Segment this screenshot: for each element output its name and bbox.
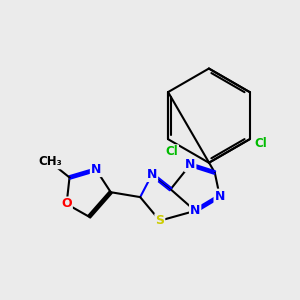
Text: N: N — [214, 190, 225, 202]
Text: Cl: Cl — [254, 136, 267, 150]
Text: Cl: Cl — [165, 146, 178, 158]
Text: N: N — [147, 168, 157, 181]
Text: O: O — [61, 197, 72, 211]
Text: CH₃: CH₃ — [38, 155, 62, 168]
Text: Cl: Cl — [254, 136, 267, 150]
Text: Cl: Cl — [165, 146, 178, 158]
Text: S: S — [155, 214, 164, 227]
Text: N: N — [91, 163, 101, 176]
Text: N: N — [190, 204, 200, 218]
Text: N: N — [185, 158, 195, 171]
